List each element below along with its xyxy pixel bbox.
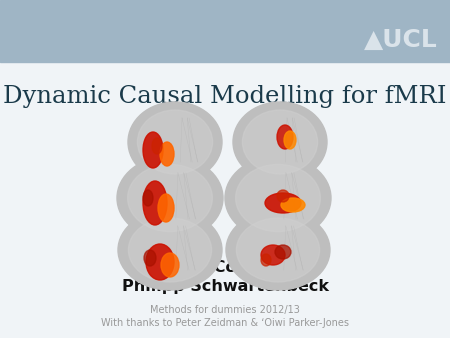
Ellipse shape — [277, 190, 289, 202]
Ellipse shape — [137, 110, 212, 174]
Text: Methods for dummies 2012/13: Methods for dummies 2012/13 — [150, 305, 300, 315]
Ellipse shape — [261, 254, 271, 266]
Ellipse shape — [158, 194, 174, 222]
Ellipse shape — [152, 138, 162, 154]
Ellipse shape — [146, 244, 174, 280]
Bar — [0, 0, 450, 62]
Ellipse shape — [236, 218, 320, 282]
Ellipse shape — [143, 181, 167, 225]
Text: Rosie Coleman: Rosie Coleman — [158, 261, 292, 275]
Ellipse shape — [226, 210, 330, 290]
Ellipse shape — [265, 193, 301, 213]
Ellipse shape — [284, 131, 296, 149]
Ellipse shape — [161, 253, 179, 277]
Ellipse shape — [160, 142, 174, 166]
Ellipse shape — [118, 210, 222, 290]
Ellipse shape — [281, 198, 305, 212]
Ellipse shape — [144, 250, 156, 266]
Ellipse shape — [275, 245, 291, 259]
Ellipse shape — [277, 125, 293, 149]
Ellipse shape — [233, 102, 327, 182]
Ellipse shape — [143, 190, 153, 206]
Ellipse shape — [128, 102, 222, 182]
Ellipse shape — [128, 218, 212, 282]
Ellipse shape — [117, 156, 223, 240]
Ellipse shape — [143, 132, 163, 168]
Text: Philipp Schwartenbeck: Philipp Schwartenbeck — [122, 280, 328, 294]
Ellipse shape — [236, 164, 320, 232]
Ellipse shape — [225, 156, 331, 240]
Text: Dynamic Causal Modelling for fMRI: Dynamic Causal Modelling for fMRI — [3, 84, 447, 107]
Text: ▲UCL: ▲UCL — [364, 28, 438, 52]
Ellipse shape — [128, 164, 212, 232]
Text: With thanks to Peter Zeidman & ʻOiwi Parker-Jones: With thanks to Peter Zeidman & ʻOiwi Par… — [101, 318, 349, 328]
Ellipse shape — [243, 110, 318, 174]
Ellipse shape — [261, 245, 285, 265]
